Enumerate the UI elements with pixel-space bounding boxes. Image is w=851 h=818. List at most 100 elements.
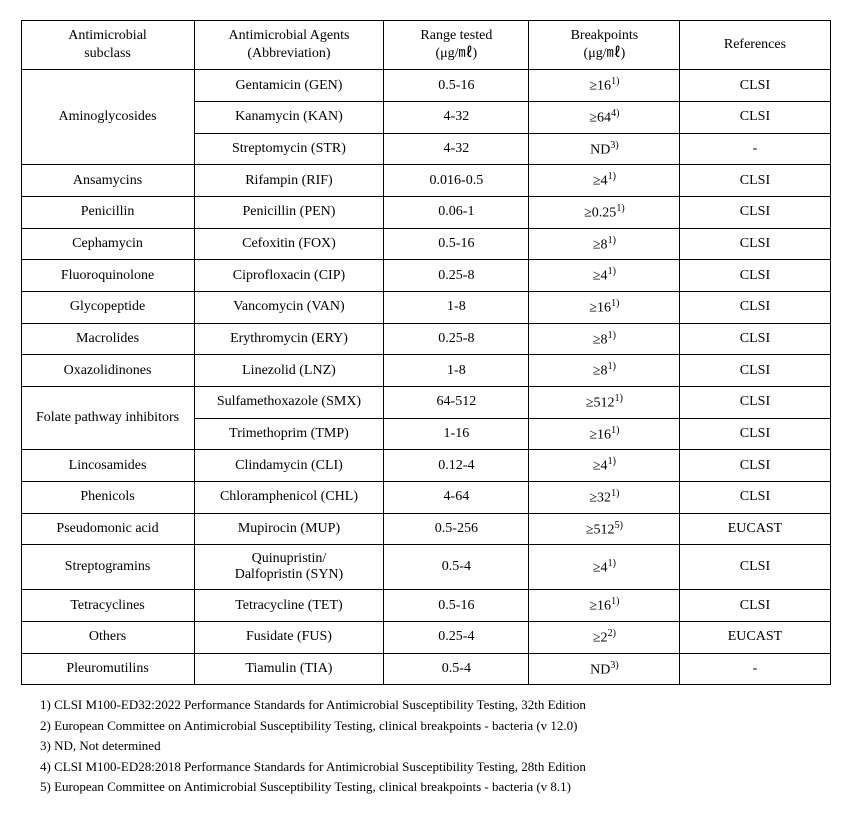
table-row: Pseudomonic acidMupirocin (MUP)0.5-256≥5… [21,513,830,545]
breakpoint-cell: ≥161) [529,590,680,622]
reference-cell: CLSI [680,590,830,622]
breakpoint-cell: ≥161) [529,70,680,102]
agent-cell: Mupirocin (MUP) [194,513,384,545]
table-body: AminoglycosidesGentamicin (GEN)0.5-16≥16… [21,70,830,685]
range-cell: 4-64 [384,481,529,513]
range-cell: 1-16 [384,418,529,450]
breakpoint-cell: ≥41) [529,260,680,292]
reference-cell: EUCAST [680,621,830,653]
subclass-cell: Pseudomonic acid [21,513,194,545]
reference-cell: CLSI [680,418,830,450]
table-row: FluoroquinoloneCiprofloxacin (CIP)0.25-8… [21,260,830,292]
range-cell: 64-512 [384,386,529,418]
col-subclass: Antimicrobialsubclass [21,21,194,70]
range-cell: 0.5-4 [384,545,529,590]
table-row: PhenicolsChloramphenicol (CHL)4-64≥321)C… [21,481,830,513]
col-agents: Antimicrobial Agents(Abbreviation) [194,21,384,70]
footnote-4: 4) CLSI M100-ED28:2018 Performance Stand… [40,757,850,777]
reference-cell: CLSI [680,291,830,323]
subclass-cell: Ansamycins [21,165,194,197]
table-row: Folate pathway inhibitorsSulfamethoxazol… [21,386,830,418]
table-row: TetracyclinesTetracycline (TET)0.5-16≥16… [21,590,830,622]
range-cell: 0.5-16 [384,590,529,622]
breakpoint-cell: ≥41) [529,450,680,482]
range-cell: 0.06-1 [384,197,529,229]
range-cell: 0.5-16 [384,70,529,102]
range-cell: 0.5-16 [384,228,529,260]
agent-cell: Clindamycin (CLI) [194,450,384,482]
breakpoint-cell: ≥5121) [529,386,680,418]
agent-cell: Streptomycin (STR) [194,133,384,165]
agent-cell: Quinupristin/Dalfopristin (SYN) [194,545,384,590]
range-cell: 0.5-256 [384,513,529,545]
subclass-cell: Lincosamides [21,450,194,482]
range-cell: 0.016-0.5 [384,165,529,197]
breakpoint-cell: ND3) [529,653,680,685]
subclass-cell: Others [21,621,194,653]
agent-cell: Penicillin (PEN) [194,197,384,229]
breakpoint-cell: ≥5125) [529,513,680,545]
subclass-cell: Folate pathway inhibitors [21,386,194,449]
table-row: MacrolidesErythromycin (ERY)0.25-8≥81)CL… [21,323,830,355]
range-cell: 0.25-8 [384,323,529,355]
col-breakpoints: Breakpoints(μg/㎖) [529,21,680,70]
reference-cell: CLSI [680,481,830,513]
table-row: OthersFusidate (FUS)0.25-4≥22)EUCAST [21,621,830,653]
reference-cell: CLSI [680,386,830,418]
agent-cell: Gentamicin (GEN) [194,70,384,102]
range-cell: 0.25-4 [384,621,529,653]
table-row: OxazolidinonesLinezolid (LNZ)1-8≥81)CLSI [21,355,830,387]
subclass-cell: Fluoroquinolone [21,260,194,292]
breakpoint-cell: ≥41) [529,545,680,590]
breakpoint-cell: ≥644) [529,102,680,134]
agent-cell: Ciprofloxacin (CIP) [194,260,384,292]
subclass-cell: Phenicols [21,481,194,513]
breakpoint-cell: ND3) [529,133,680,165]
breakpoint-cell: ≥0.251) [529,197,680,229]
reference-cell: CLSI [680,70,830,102]
footnotes: 1) CLSI M100-ED32:2022 Performance Stand… [20,695,850,797]
subclass-cell: Aminoglycosides [21,70,194,165]
footnote-1: 1) CLSI M100-ED32:2022 Performance Stand… [40,695,850,715]
breakpoint-cell: ≥321) [529,481,680,513]
breakpoint-cell: ≥81) [529,323,680,355]
agent-cell: Tiamulin (TIA) [194,653,384,685]
col-references: References [680,21,830,70]
breakpoint-cell: ≥161) [529,418,680,450]
footnote-3: 3) ND, Not determined [40,736,850,756]
reference-cell: CLSI [680,355,830,387]
range-cell: 4-32 [384,102,529,134]
reference-cell: CLSI [680,102,830,134]
range-cell: 0.25-8 [384,260,529,292]
reference-cell: EUCAST [680,513,830,545]
subclass-cell: Cephamycin [21,228,194,260]
table-row: PleuromutilinsTiamulin (TIA)0.5-4ND3)- [21,653,830,685]
reference-cell: CLSI [680,260,830,292]
table-row: StreptograminsQuinupristin/Dalfopristin … [21,545,830,590]
subclass-cell: Penicillin [21,197,194,229]
table-row: PenicillinPenicillin (PEN)0.06-1≥0.251)C… [21,197,830,229]
agent-cell: Vancomycin (VAN) [194,291,384,323]
agent-cell: Kanamycin (KAN) [194,102,384,134]
range-cell: 1-8 [384,291,529,323]
reference-cell: CLSI [680,228,830,260]
agent-cell: Cefoxitin (FOX) [194,228,384,260]
subclass-cell: Macrolides [21,323,194,355]
breakpoint-cell: ≥22) [529,621,680,653]
footnote-5: 5) European Committee on Antimicrobial S… [40,777,850,797]
antimicrobial-table: Antimicrobialsubclass Antimicrobial Agen… [21,20,831,685]
agent-cell: Trimethoprim (TMP) [194,418,384,450]
breakpoint-cell: ≥41) [529,165,680,197]
range-cell: 0.5-4 [384,653,529,685]
breakpoint-cell: ≥81) [529,228,680,260]
table-row: GlycopeptideVancomycin (VAN)1-8≥161)CLSI [21,291,830,323]
range-cell: 1-8 [384,355,529,387]
range-cell: 4-32 [384,133,529,165]
agent-cell: Rifampin (RIF) [194,165,384,197]
reference-cell: - [680,653,830,685]
reference-cell: CLSI [680,165,830,197]
reference-cell: - [680,133,830,165]
breakpoint-cell: ≥81) [529,355,680,387]
reference-cell: CLSI [680,545,830,590]
breakpoint-cell: ≥161) [529,291,680,323]
